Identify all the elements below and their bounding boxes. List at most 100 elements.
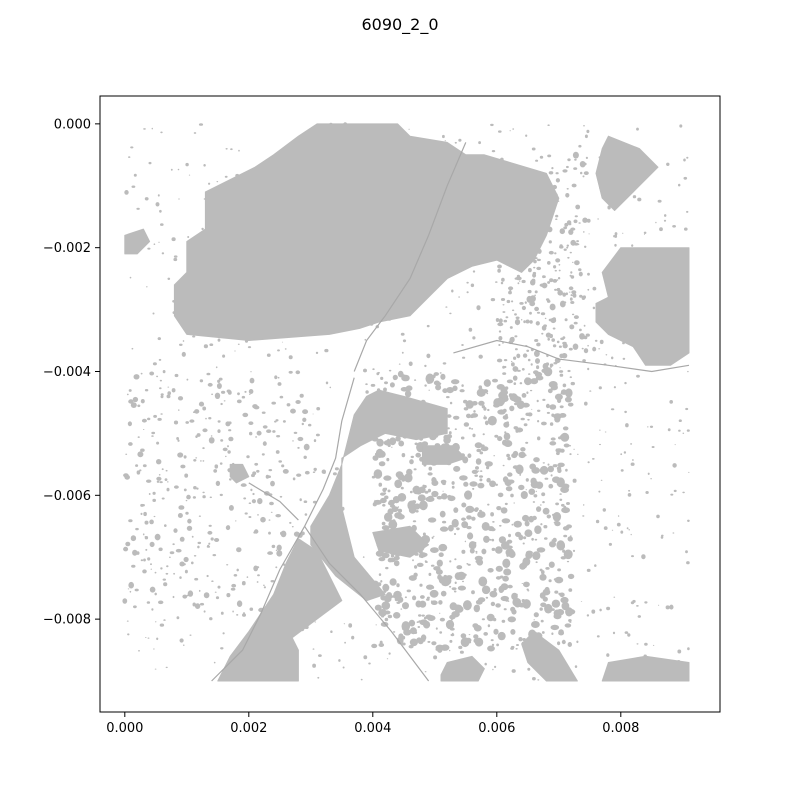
wetland-patch: [603, 526, 608, 530]
wetland-patch: [547, 388, 553, 394]
wetland-patch: [456, 565, 463, 570]
wetland-patch: [157, 194, 160, 197]
wetland-patch: [686, 210, 689, 213]
wetland-patch: [569, 251, 572, 254]
wetland-patch: [387, 508, 394, 515]
wetland-patch: [146, 479, 152, 483]
wetland-patch: [541, 492, 546, 497]
wetland-patch: [503, 440, 513, 447]
wetland-patch: [475, 552, 478, 554]
wetland-patch: [184, 473, 189, 478]
wetland-patch: [486, 613, 495, 622]
wetland-patch: [495, 546, 503, 554]
wetland-patch: [627, 633, 631, 637]
wetland-patch: [150, 563, 152, 566]
wetland-patch: [582, 217, 588, 223]
wetland-patch: [267, 551, 273, 555]
wetland-patch: [375, 624, 377, 626]
wetland-patch: [231, 583, 237, 588]
wetland-patch: [519, 563, 526, 570]
wetland-patch: [444, 140, 446, 142]
wetland-patch: [137, 436, 140, 438]
wetland-patch: [670, 493, 674, 496]
wetland-patch: [460, 633, 467, 639]
wetland-patch: [427, 517, 437, 523]
wetland-patch: [408, 619, 416, 627]
wetland-patch: [523, 321, 526, 323]
wetland-patch: [253, 565, 259, 572]
wetland-patch: [611, 356, 614, 360]
wetland-patch: [582, 175, 585, 178]
wetland-patch: [468, 427, 471, 430]
wetland-patch: [415, 510, 419, 513]
wetland-patch: [382, 487, 387, 493]
wetland-patch: [183, 488, 187, 492]
wetland-patch: [678, 429, 681, 432]
wetland-patch: [313, 467, 317, 471]
wetland-patch: [441, 493, 448, 500]
wetland-patch: [160, 413, 163, 415]
wetland-patch: [416, 562, 424, 568]
wetland-patch: [363, 368, 367, 373]
wetland-patch: [249, 431, 253, 436]
wetland-patch: [268, 469, 273, 472]
wetland-patch: [583, 125, 585, 127]
wetland-patch: [334, 467, 339, 471]
wetland-patch: [153, 414, 158, 418]
wetland-patch: [471, 590, 475, 595]
wetland-patch: [559, 228, 565, 235]
wetland-patch: [461, 344, 464, 346]
wetland-patch: [544, 317, 547, 320]
wetland-patch: [463, 600, 472, 611]
wetland-patch: [513, 382, 517, 385]
wetland-patch: [447, 495, 456, 502]
wetland-patch: [659, 227, 663, 232]
wetland-patch: [579, 161, 586, 168]
wetland-patch: [582, 359, 586, 363]
wetland-patch: [124, 190, 129, 195]
wetland-patch: [541, 421, 547, 426]
wetland-patch: [647, 472, 650, 475]
wetland-patch: [404, 473, 413, 483]
wetland-patch: [316, 407, 321, 411]
wetland-patch: [158, 474, 161, 476]
wetland-patch: [536, 266, 542, 271]
wetland-patch: [683, 176, 688, 180]
wetland-patch: [138, 650, 140, 652]
wetland-patch: [177, 168, 180, 171]
wetland-patch: [173, 528, 178, 533]
wetland-patch: [249, 393, 251, 395]
wetland-patch: [510, 629, 516, 635]
wetland-patch: [252, 492, 255, 496]
wetland-patch: [495, 318, 500, 322]
wetland-patch: [491, 150, 496, 153]
wetland-patch: [483, 535, 490, 543]
wetland-patch: [540, 523, 543, 526]
wetland-patch: [606, 653, 610, 657]
wetland-patch: [553, 413, 562, 420]
wetland-patch: [461, 384, 464, 387]
wetland-patch: [158, 241, 160, 243]
wetland-patch: [431, 641, 437, 646]
wetland-patch: [620, 530, 624, 534]
wetland-patch: [277, 382, 282, 386]
wetland-patch: [238, 149, 240, 152]
wetland-patch: [665, 605, 670, 610]
wetland-patch: [566, 524, 572, 529]
wetland-patch: [472, 487, 475, 490]
wetland-patch: [174, 485, 179, 489]
wetland-patch: [256, 469, 260, 473]
wetland-patch: [552, 279, 558, 283]
wetland-patch: [268, 531, 271, 535]
wetland-patch: [624, 631, 629, 634]
wetland-patch: [515, 348, 518, 351]
wetland-patch: [295, 400, 301, 404]
wetland-patch: [250, 371, 252, 373]
wetland-patch: [438, 382, 442, 385]
wetland-patch: [547, 337, 550, 341]
wetland-patch: [427, 488, 431, 493]
wetland-patch: [543, 525, 548, 529]
wetland-patch: [261, 453, 265, 456]
wetland-patch: [202, 406, 207, 411]
